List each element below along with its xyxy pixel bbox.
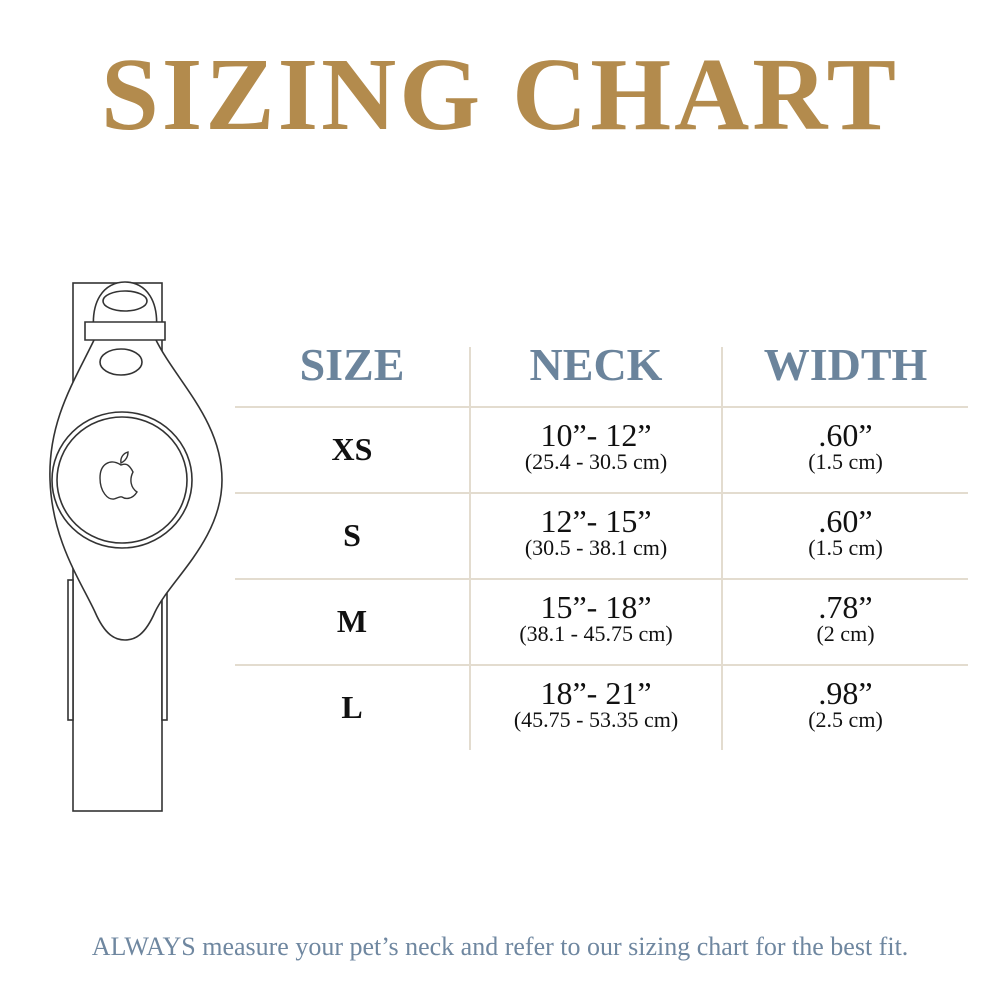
width-cell: .98” (2.5 cm): [723, 675, 968, 732]
neck-cm: (45.75 - 53.35 cm): [513, 707, 679, 732]
row-divider: [235, 492, 968, 494]
width-cm: (1.5 cm): [808, 449, 883, 474]
width-cell: .60” (1.5 cm): [723, 417, 968, 474]
size-cell: L: [341, 689, 363, 725]
neck-inches: 10”- 12”: [540, 417, 652, 453]
size-cell: S: [343, 517, 361, 553]
neck-inches: 18”- 21”: [540, 675, 652, 711]
page-title: SIZING CHART: [100, 37, 900, 152]
size-cell: XS: [331, 431, 373, 467]
width-cell: .78” (2 cm): [723, 589, 968, 646]
size-cell: M: [336, 603, 368, 639]
width-cell: .60” (1.5 cm): [723, 503, 968, 560]
neck-cell: 18”- 21” (45.75 - 53.35 cm): [471, 675, 721, 732]
neck-cm: (30.5 - 38.1 cm): [524, 535, 668, 560]
header-width: WIDTH: [763, 339, 928, 390]
header-neck: NECK: [529, 339, 663, 390]
width-cm: (1.5 cm): [808, 535, 883, 560]
column-divider: [469, 347, 471, 750]
width-inches: .60”: [818, 503, 873, 539]
width-inches: .78”: [818, 589, 873, 625]
row-divider: [235, 664, 968, 666]
neck-cm: (38.1 - 45.75 cm): [519, 621, 673, 646]
width-cm: (2 cm): [816, 621, 875, 646]
row-divider: [235, 578, 968, 580]
neck-cell: 15”- 18” (38.1 - 45.75 cm): [471, 589, 721, 646]
row-divider: [235, 406, 968, 408]
header-size: SIZE: [299, 339, 405, 390]
column-divider: [721, 347, 723, 750]
neck-cm: (25.4 - 30.5 cm): [524, 449, 668, 474]
neck-cell: 10”- 12” (25.4 - 30.5 cm): [471, 417, 721, 474]
width-inches: .60”: [818, 417, 873, 453]
collar-with-apple-airtag-holder-icon: [49, 281, 223, 812]
neck-inches: 12”- 15”: [540, 503, 652, 539]
footer-note: ALWAYS measure your pet’s neck and refer…: [91, 932, 909, 961]
neck-cell: 12”- 15” (30.5 - 38.1 cm): [471, 503, 721, 560]
width-inches: .98”: [818, 675, 873, 711]
neck-inches: 15”- 18”: [540, 589, 652, 625]
width-cm: (2.5 cm): [808, 707, 883, 732]
